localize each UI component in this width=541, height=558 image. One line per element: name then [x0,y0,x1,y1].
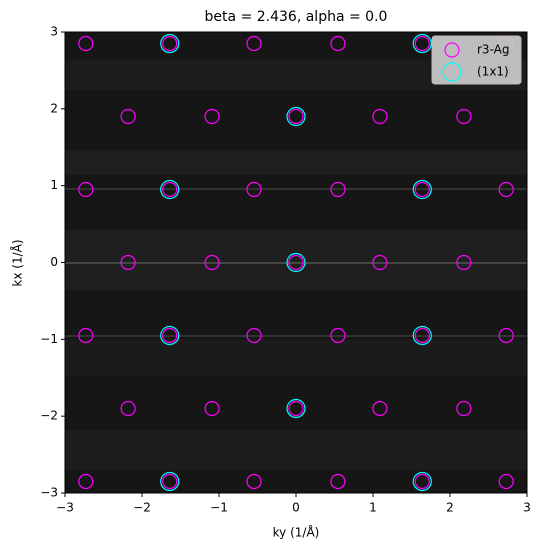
scatter-point [372,254,388,271]
scatter-point [286,252,306,273]
scatter-point [412,179,432,200]
scatter-point [246,473,262,490]
scatter-point [498,327,514,344]
legend-marker [442,62,462,82]
scatter-point [78,181,94,198]
legend-label: r3-Ag [477,43,509,57]
scatter-point [456,108,472,125]
scatter-point [330,181,346,198]
scatter-point [204,108,220,125]
scatter-point [246,327,262,344]
x-tick-label: 2 [446,501,454,515]
y-axis-label: kx (1/Å) [10,239,25,286]
scatter-point [120,254,136,271]
y-tick-label: −1 [40,332,58,346]
scatter-point [246,181,262,198]
scatter-point [246,35,262,52]
x-tick-label: −3 [56,501,74,515]
scatter-point [288,254,304,271]
scatter-point [160,325,180,346]
scatter-point [330,327,346,344]
scatter-point [204,254,220,271]
scatter-point [414,181,430,198]
scatter-point [414,327,430,344]
y-tick-label: −2 [40,409,58,423]
background-image [65,32,527,493]
x-axis-label: ky (1/Å) [273,525,320,540]
chart-title: beta = 2.436, alpha = 0.0 [205,9,388,25]
x-tick-label: −2 [133,501,151,515]
scatter-point [288,400,304,417]
scatter-point [120,108,136,125]
x-tick-label: 3 [523,501,531,515]
y-tick-label: 2 [50,101,58,115]
scatter-point [78,327,94,344]
scatter-point [162,473,178,490]
scatter-point [412,325,432,346]
scatter-point [160,471,180,492]
y-tick-label: −3 [40,486,58,500]
scatter-point [162,327,178,344]
scatter-point [162,181,178,198]
scatter-point [120,400,136,417]
x-tick-label: 1 [369,501,377,515]
legend-label: (1x1) [477,65,509,79]
scatter-point [160,33,180,54]
scatter-point [160,179,180,200]
scatter-point [204,400,220,417]
y-tick-label: 0 [50,255,58,269]
x-tick-label: −1 [210,501,228,515]
scatter-point [286,106,306,127]
scatter-point [414,473,430,490]
scatter-point [330,473,346,490]
scatter-point [78,35,94,52]
scatter-point [412,471,432,492]
scatter-point [498,181,514,198]
legend-box [431,35,522,85]
scatter-point [412,33,432,54]
legend-marker [444,42,460,58]
scatter-point [456,254,472,271]
scatter-point [288,108,304,125]
y-tick-label: 1 [50,178,58,192]
scatter-point [456,400,472,417]
scatter-point [286,398,306,419]
scatter-point [372,108,388,125]
scatter-point [330,35,346,52]
scatter-point [498,473,514,490]
scatter-point [78,473,94,490]
scatter-point [372,400,388,417]
scatter-point [414,35,430,52]
x-tick-label: 0 [292,501,300,515]
y-tick-label: 3 [50,25,58,39]
scatter-point [162,35,178,52]
